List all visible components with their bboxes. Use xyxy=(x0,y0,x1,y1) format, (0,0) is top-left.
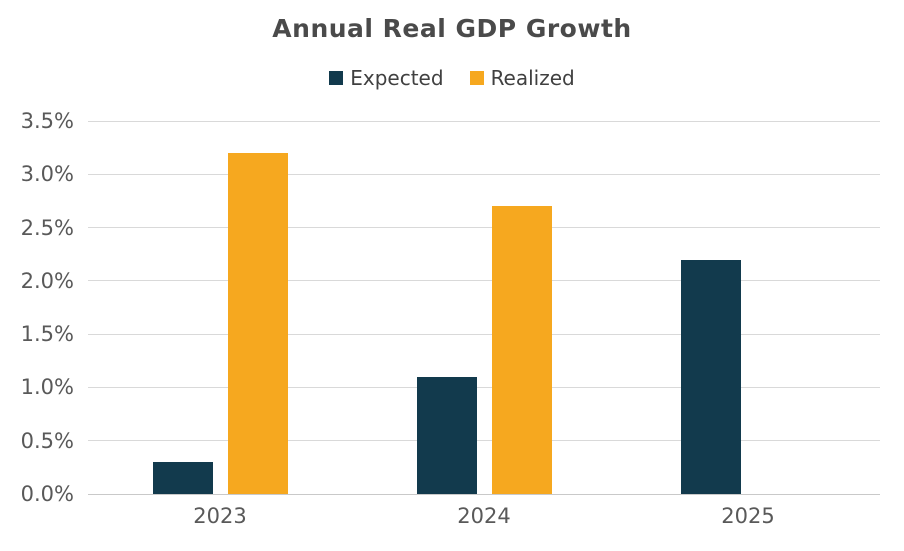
x-tick-label-2023: 2023 xyxy=(193,504,247,528)
bar-realized-2024 xyxy=(491,206,552,494)
chart-legend: Expected Realized xyxy=(0,66,904,90)
bar-realized-2023 xyxy=(227,152,288,494)
chart-title: Annual Real GDP Growth xyxy=(272,14,632,43)
bar-expected-2023 xyxy=(152,462,213,494)
gridline-3.0% xyxy=(88,173,880,175)
y-tick-label-3.0%: 3.0% xyxy=(20,162,74,187)
gridline-3.5% xyxy=(88,120,880,122)
legend-item-expected: Expected xyxy=(329,66,444,90)
gridline-0.5% xyxy=(88,440,880,442)
y-axis: 0.0% 0.5% 1.0% 1.5% 2.0% 2.5% 3.0% 3.5% xyxy=(0,109,80,506)
bar-expected-2025 xyxy=(680,259,741,494)
bar-expected-2024 xyxy=(416,376,477,494)
realized-swatch-icon xyxy=(469,71,484,85)
y-tick-label-0.0%: 0.0% xyxy=(20,482,74,506)
gridline-2.0% xyxy=(88,280,880,282)
y-tick-label-1.5%: 1.5% xyxy=(20,322,74,347)
y-tick-label-3.5%: 3.5% xyxy=(20,109,74,133)
x-axis: 2023 2024 2025 xyxy=(88,504,880,538)
y-tick-label-1.0%: 1.0% xyxy=(20,375,74,400)
plot-area xyxy=(88,120,880,495)
y-tick-label-2.5%: 2.5% xyxy=(20,215,74,240)
legend-label-expected: Expected xyxy=(350,66,444,90)
gridline-2.5% xyxy=(88,227,880,229)
gridline-1.5% xyxy=(88,333,880,335)
y-tick-label-0.5%: 0.5% xyxy=(20,428,74,453)
gridline-1.0% xyxy=(88,386,880,388)
x-tick-label-2024: 2024 xyxy=(457,504,511,528)
legend-label-realized: Realized xyxy=(490,66,575,90)
y-tick-label-2.0%: 2.0% xyxy=(20,268,74,293)
expected-swatch-icon xyxy=(329,71,344,85)
legend-item-realized: Realized xyxy=(469,66,575,90)
x-tick-label-2025: 2025 xyxy=(721,504,775,528)
